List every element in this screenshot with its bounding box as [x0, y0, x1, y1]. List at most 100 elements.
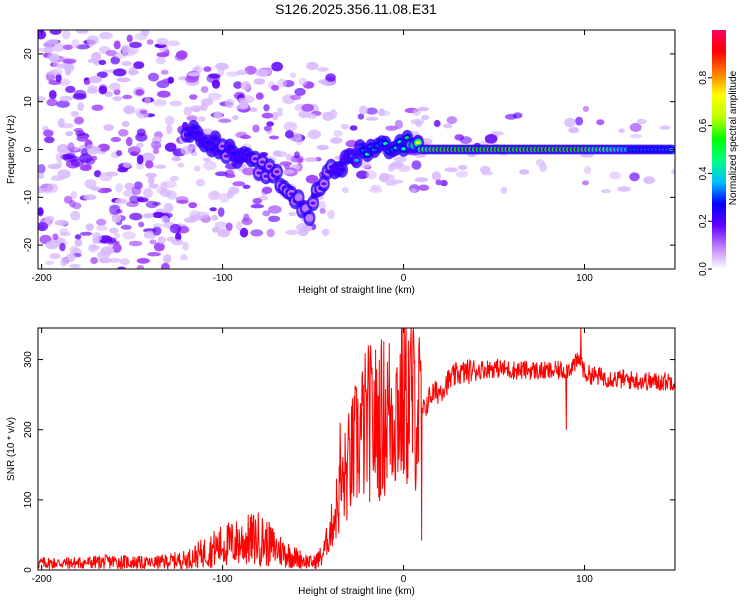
spectrogram-blob: [38, 47, 50, 52]
spectrogram-blob: [535, 159, 545, 167]
spectrogram-blob: [218, 118, 232, 123]
spectrogram-blob: [121, 44, 130, 54]
spectrogram-blob: [161, 262, 170, 269]
spectrogram-blob: [88, 75, 102, 84]
spectrogram-blob: [145, 160, 154, 169]
spectrogram-blob: [385, 181, 397, 186]
colorbar-tick-label: 0.8: [698, 70, 709, 84]
spectrogram-blob: [190, 105, 204, 112]
ridge-core: [259, 160, 265, 164]
spectrogram-blob: [244, 65, 257, 75]
spectrogram-blob: [236, 221, 243, 231]
spectrogram-blob: [49, 253, 61, 260]
spectrogram-blob: [167, 40, 180, 47]
ridge-core: [209, 147, 215, 151]
spectrogram-blob: [307, 113, 318, 119]
spectrogram-blob: [421, 114, 430, 121]
spectrogram-blob: [164, 180, 177, 189]
spectrogram-blob: [357, 113, 365, 120]
spectrogram-blob: [494, 131, 504, 136]
spectrogram-blob: [636, 118, 647, 125]
spectrogram-blob: [512, 112, 523, 119]
spectrogram-blob: [180, 146, 193, 155]
spectrogram-blob: [288, 211, 297, 217]
spectrogram-blob: [143, 213, 154, 219]
spectrogram-blob: [84, 179, 97, 189]
spectrogram-blob: [237, 97, 248, 103]
spectrogram-blob: [75, 130, 86, 137]
spectrogram-blob: [38, 164, 46, 174]
spectrogram-blob: [152, 226, 162, 236]
spectrogram-blob: [165, 124, 173, 135]
spectrogram-blob: [121, 120, 130, 128]
spectrogram-blob: [43, 129, 54, 137]
spectrogram-blob: [318, 200, 326, 211]
snr-x-tick-label: 100: [576, 574, 593, 585]
spectrogram-blob: [74, 238, 83, 247]
spectrogram-blob: [290, 94, 302, 101]
spectrogram-blob: [213, 111, 223, 119]
spectrogram-blob: [271, 84, 280, 91]
spectrogram-blob: [112, 96, 123, 102]
spectrogram-blob: [443, 123, 453, 129]
spectrogram-blob: [99, 172, 113, 182]
spectrogram-blob: [136, 196, 144, 203]
spectrogram-blob: [136, 154, 144, 165]
spectrogram-blob: [57, 169, 71, 179]
spectrogram-blob: [156, 52, 169, 58]
colorbar-gradient: [712, 30, 726, 269]
spectrogram-blob: [65, 131, 74, 137]
spectrogram-blob: [304, 157, 318, 163]
spectrogram-blob: [388, 166, 395, 172]
spectrogram-blob: [47, 163, 62, 170]
spectrogram-blob: [277, 78, 288, 88]
spectrogram-blob: [327, 209, 335, 220]
spectrogram-blob: [195, 178, 205, 187]
spectrogram-blob: [146, 39, 154, 45]
spectrogram-blob: [60, 257, 67, 267]
spectrogram-blob: [116, 150, 123, 157]
colorbar-ticks: 0.0 0.2 0.4 0.6 0.8: [698, 70, 712, 276]
spectrogram-blob: [582, 180, 589, 186]
spectrogram-blob: [370, 184, 382, 190]
spectrogram-blob: [52, 233, 59, 241]
spectrogram-blob: [157, 90, 171, 98]
spectrogram-blob: [98, 85, 108, 95]
spectrogram-blob: [169, 175, 180, 182]
spectrogram-blob: [140, 30, 150, 37]
spectrogram-blob: [103, 124, 114, 132]
spectrogram-blob: [94, 170, 102, 178]
spectrogram-blob: [65, 85, 76, 93]
spectrogram-blob: [129, 240, 143, 247]
spectrogram-blob: [176, 199, 189, 204]
spectrogram-blob: [203, 160, 217, 171]
spectrogram-blob: [304, 225, 313, 232]
spectrogram-y-tick-label: 10: [23, 96, 34, 108]
spectrogram-blob: [250, 204, 264, 209]
spectrogram-blob: [659, 125, 671, 130]
spectrogram-blob: [316, 144, 330, 151]
spectrogram-blob: [240, 134, 252, 140]
spectrogram-blob: [129, 195, 141, 204]
spectrogram-blob: [153, 242, 165, 252]
spectrogram-blob: [340, 123, 349, 130]
spectrogram-blob: [519, 169, 530, 175]
spectrogram-blob: [263, 68, 272, 76]
spectrogram-blob: [66, 253, 76, 262]
spectrogram-y-axis-label: Frequency (Hz): [6, 115, 17, 184]
ridge-core: [223, 154, 229, 158]
spectrogram-blob: [410, 118, 425, 125]
spectrogram-blob: [75, 30, 87, 34]
spectrogram-blob: [57, 118, 65, 128]
spectrogram-blob: [72, 202, 82, 210]
spectrogram-blob: [600, 189, 611, 194]
spectrogram-blob: [189, 210, 201, 220]
ridge-core: [401, 147, 407, 151]
spectrogram-blob: [86, 35, 100, 46]
spectrogram-blob: [295, 137, 303, 146]
ridge-core: [310, 201, 316, 205]
spectrogram-blob: [148, 175, 155, 185]
spectrogram-blob: [306, 61, 319, 71]
spectrogram-blob: [268, 215, 281, 222]
spectrogram-blob: [47, 183, 59, 193]
